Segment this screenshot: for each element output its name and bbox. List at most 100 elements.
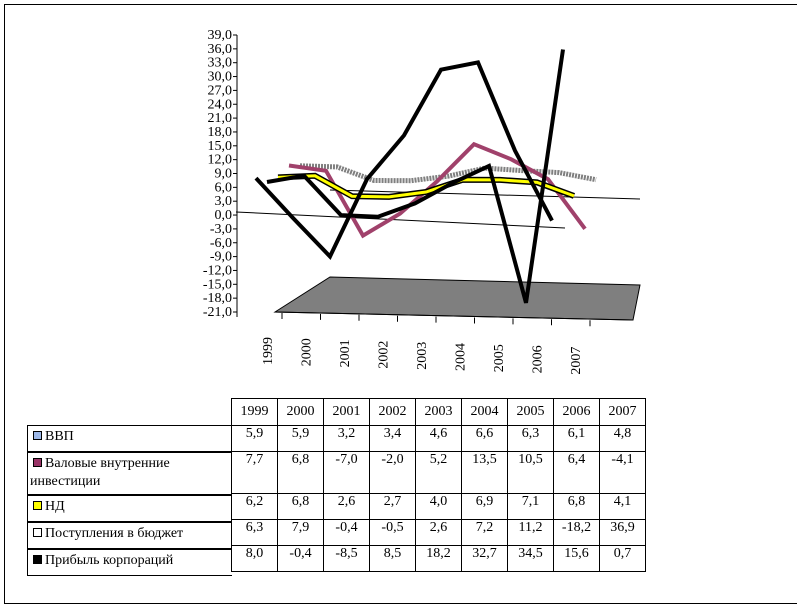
table-cell: 6,3	[507, 425, 554, 452]
legend-swatch-icon	[33, 555, 42, 564]
legend-cell: ВВП	[27, 425, 232, 452]
y-tick-label: 0,0	[215, 208, 233, 223]
x-tick-label: 1999	[261, 337, 276, 365]
y-tick-label: 18,0	[208, 125, 233, 140]
legend-label: Валовые внутренние инвестиции	[30, 456, 170, 489]
legend-entry: Прибыль корпораций	[30, 552, 229, 570]
table-cell: 2,6	[323, 493, 370, 520]
series-layer	[254, 49, 597, 304]
table-cell: 7,7	[231, 451, 278, 494]
table-cell: -8,5	[323, 545, 370, 572]
table-cell: -2,0	[369, 451, 416, 494]
table-cell: 2,7	[369, 493, 416, 520]
table-cell: 8,0	[231, 545, 278, 572]
table-cell: 4,1	[599, 493, 646, 520]
y-tick-label: 15,0	[208, 139, 233, 154]
table-cell: 10,5	[507, 451, 554, 494]
data-table: 1999 2000 2001 2002 2003 2004 2005 2006 2007 5,9…	[231, 398, 646, 572]
table-cell: 3,2	[323, 425, 370, 452]
legend-swatch-icon	[33, 431, 42, 440]
year-header: 2000	[277, 398, 324, 426]
y-tick-label: -21,0	[203, 305, 232, 320]
x-tick-label: 2005	[492, 344, 507, 372]
table-cell: 6,2	[231, 493, 278, 520]
table-cell: -18,2	[553, 519, 600, 546]
table-cell: -4,1	[599, 451, 646, 494]
legend-cell: Валовые внутренние инвестиции	[27, 452, 232, 495]
x-tick-label: 2001	[338, 339, 353, 367]
series-line	[277, 174, 575, 199]
y-tick-label: 6,0	[215, 180, 233, 195]
series-line	[254, 60, 554, 260]
table-cell: 5,2	[415, 451, 462, 494]
x-tick-label: 2007	[569, 347, 584, 375]
y-tick-label: 39,0	[208, 28, 233, 43]
year-header: 2002	[369, 398, 416, 426]
legend-entry: ВВП	[30, 428, 229, 446]
year-header: 2003	[415, 398, 462, 426]
table-row: 6,3 7,9 -0,4 -0,5 2,6 7,2 11,2 -18,2 36,9	[231, 519, 646, 546]
table-cell: 6,1	[553, 425, 600, 452]
table-cell: 7,9	[277, 519, 324, 546]
y-tick-label: -6,0	[210, 236, 232, 251]
year-header: 2001	[323, 398, 370, 426]
y-tick-label: 21,0	[208, 111, 233, 126]
table-row: 5,9 5,9 3,2 3,4 4,6 6,6 6,3 6,1 4,8	[231, 425, 646, 452]
table-cell: 2,6	[415, 519, 462, 546]
table-cell: 36,9	[599, 519, 646, 546]
table-cell: 32,7	[461, 545, 508, 572]
table-cell: 4,8	[599, 425, 646, 452]
legend-cell: НД	[27, 495, 232, 522]
table-cell: 7,2	[461, 519, 508, 546]
legend-label: ВВП	[45, 429, 74, 444]
table-cell: 8,5	[369, 545, 416, 572]
x-tick-label: 2006	[531, 345, 546, 373]
table-cell: 0,7	[599, 545, 646, 572]
table-header-row: 1999 2000 2001 2002 2003 2004 2005 2006 2007	[231, 398, 646, 426]
series-line	[288, 141, 587, 239]
year-header: 2004	[461, 398, 508, 426]
table-cell: 6,3	[231, 519, 278, 546]
table-cell: -0,4	[277, 545, 324, 572]
y-tick-label: 33,0	[208, 56, 233, 71]
x-tick-label: 2003	[415, 342, 430, 370]
table-cell: 11,2	[507, 519, 554, 546]
table-cell: 6,8	[277, 451, 324, 494]
table-cell: 3,4	[369, 425, 416, 452]
table-row: 6,2 6,8 2,6 2,7 4,0 6,9 7,1 6,8 4,1	[231, 493, 646, 520]
table-cell: 6,6	[461, 425, 508, 452]
legend-label: НД	[45, 499, 65, 514]
y-tick-label: -12,0	[203, 263, 232, 278]
y-tick-label: -18,0	[203, 291, 232, 306]
table-cell: 13,5	[461, 451, 508, 494]
y-tick-label: -9,0	[210, 250, 232, 265]
y-tick-label: 9,0	[215, 167, 233, 182]
table-cell: -7,0	[323, 451, 370, 494]
y-tick-label: -3,0	[210, 222, 232, 237]
legend-cell: Прибыль корпораций	[27, 549, 232, 576]
year-header: 2007	[599, 398, 646, 426]
line-chart-3d: 39,036,033,030,027,024,021,018,015,012,0…	[203, 28, 641, 375]
legend-entry: Валовые внутренние инвестиции	[30, 455, 229, 491]
y-tick-label: 12,0	[208, 153, 233, 168]
table-cell: 5,9	[277, 425, 324, 452]
legend-cell: Поступления в бюджет	[27, 522, 232, 549]
table-row: 7,7 6,8 -7,0 -2,0 5,2 13,5 10,5 6,4 -4,1	[231, 451, 646, 494]
y-tick-label: 24,0	[208, 97, 233, 112]
x-tick-label: 2002	[377, 341, 392, 369]
table-cell: 6,8	[277, 493, 324, 520]
table-cell: 6,8	[553, 493, 600, 520]
table-cell: 15,6	[553, 545, 600, 572]
legend-swatch-icon	[33, 501, 42, 510]
table-cell: 7,1	[507, 493, 554, 520]
table-cell: 18,2	[415, 545, 462, 572]
y-tick-label: -15,0	[203, 277, 232, 292]
year-header: 1999	[231, 398, 278, 426]
legend-swatch-icon	[33, 458, 42, 467]
x-tick-label: 2004	[454, 343, 469, 371]
table-cell: 4,0	[415, 493, 462, 520]
table-row: 8,0 -0,4 -8,5 8,5 18,2 32,7 34,5 15,6 0,7	[231, 545, 646, 572]
table-cell: 4,6	[415, 425, 462, 452]
table-cell: 34,5	[507, 545, 554, 572]
table-cell: 6,9	[461, 493, 508, 520]
